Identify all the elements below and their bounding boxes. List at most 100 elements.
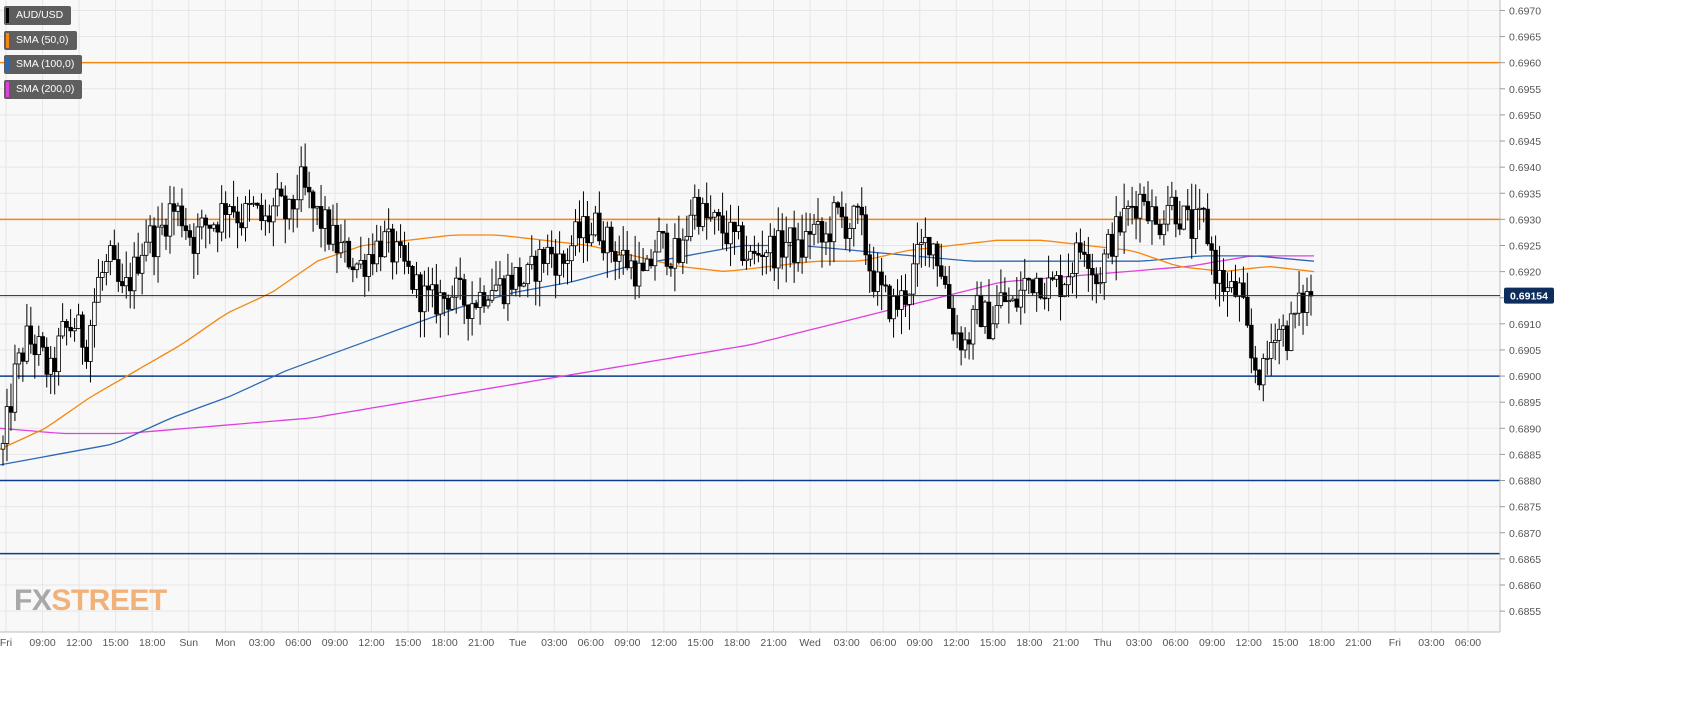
candle bbox=[271, 197, 276, 247]
candle-body bbox=[223, 203, 228, 215]
candle-body bbox=[823, 233, 829, 243]
candle-body bbox=[1129, 205, 1135, 208]
candle-body bbox=[887, 285, 892, 320]
candle bbox=[1078, 228, 1083, 260]
candle bbox=[1161, 210, 1167, 246]
x-tick-label: Tue bbox=[509, 637, 527, 649]
candle bbox=[915, 222, 920, 287]
candle-body bbox=[402, 245, 407, 262]
x-tick-label: 09:00 bbox=[29, 637, 55, 649]
candle bbox=[950, 295, 956, 341]
candle-body bbox=[815, 221, 821, 225]
candle-body bbox=[740, 225, 745, 262]
candle-body bbox=[199, 217, 204, 228]
candle bbox=[704, 182, 709, 240]
candle-body bbox=[207, 224, 212, 229]
candle-body bbox=[847, 228, 853, 239]
candle bbox=[1276, 318, 1282, 365]
candle-body bbox=[787, 227, 793, 243]
x-tick-label: Fri bbox=[0, 637, 12, 649]
candle bbox=[454, 266, 459, 314]
candle bbox=[1026, 277, 1031, 294]
candle-body bbox=[684, 236, 690, 241]
candle-body bbox=[346, 240, 352, 268]
candle-body bbox=[310, 191, 316, 209]
candle-body bbox=[139, 254, 145, 274]
candle bbox=[1062, 282, 1067, 298]
candle bbox=[143, 219, 149, 262]
candle-body bbox=[382, 231, 387, 258]
candle-body bbox=[88, 325, 93, 362]
candle-body bbox=[1070, 273, 1075, 278]
candle-body bbox=[581, 216, 586, 239]
candle bbox=[887, 283, 892, 323]
candle bbox=[422, 270, 427, 338]
candle-body bbox=[167, 203, 173, 237]
candle bbox=[1030, 279, 1035, 296]
candle-body bbox=[628, 260, 634, 269]
candle bbox=[1273, 323, 1278, 361]
candle bbox=[728, 204, 733, 267]
candle-body bbox=[947, 284, 952, 309]
candle bbox=[831, 196, 837, 263]
x-tick-label: 12:00 bbox=[651, 637, 677, 649]
x-tick-label: 06:00 bbox=[1162, 637, 1188, 649]
candle bbox=[493, 261, 499, 293]
candle-body bbox=[493, 284, 499, 292]
candle bbox=[851, 204, 856, 247]
candle-body bbox=[96, 276, 101, 303]
candle-body bbox=[1006, 300, 1012, 303]
y-tick-label: 0.6910 bbox=[1509, 319, 1541, 331]
candle bbox=[1193, 184, 1198, 254]
candle-body bbox=[1137, 193, 1143, 219]
candle bbox=[1265, 340, 1270, 375]
x-tick-label: 03:00 bbox=[1418, 637, 1444, 649]
current-price-box bbox=[1504, 287, 1554, 304]
candle bbox=[764, 249, 769, 275]
x-tick-label: 12:00 bbox=[1236, 637, 1262, 649]
candle-body bbox=[1030, 279, 1035, 294]
candle bbox=[1225, 272, 1230, 317]
sma-200-line bbox=[0, 255, 1314, 435]
candle-body bbox=[565, 260, 570, 264]
candle bbox=[501, 275, 507, 309]
candle bbox=[306, 171, 312, 209]
x-tick-label: Wed bbox=[799, 637, 821, 649]
candle-body bbox=[935, 243, 940, 267]
candle bbox=[481, 285, 487, 313]
y-tick-label: 0.6955 bbox=[1509, 84, 1541, 96]
candle-body bbox=[8, 406, 14, 413]
candle-body bbox=[891, 295, 896, 320]
candle bbox=[40, 332, 45, 352]
candle bbox=[1292, 312, 1298, 329]
candle-body bbox=[1257, 369, 1262, 386]
x-tick-label: 12:00 bbox=[358, 637, 384, 649]
candle bbox=[589, 222, 594, 247]
candle bbox=[970, 305, 976, 360]
candle-body bbox=[732, 221, 737, 233]
candle-body bbox=[406, 260, 411, 267]
candle-body bbox=[1265, 357, 1270, 360]
candle-body bbox=[601, 240, 606, 254]
candle-body bbox=[569, 245, 574, 262]
candle-body bbox=[4, 406, 10, 444]
candle-body bbox=[16, 352, 22, 365]
candle-body bbox=[267, 215, 272, 223]
candle-body bbox=[1074, 242, 1079, 274]
candle-body bbox=[1121, 208, 1127, 233]
legend-item-audusd[interactable]: AUD/USD bbox=[4, 6, 72, 25]
legend-item-sma-100[interactable]: SMA (100,0) bbox=[4, 55, 83, 74]
candle-body bbox=[179, 205, 185, 227]
candle bbox=[883, 275, 888, 293]
legend-label: AUD/USD bbox=[16, 9, 64, 21]
candle bbox=[1074, 232, 1079, 299]
legend-item-sma-50[interactable]: SMA (50,0) bbox=[4, 31, 77, 50]
candle-body bbox=[986, 301, 992, 340]
legend-swatch bbox=[6, 33, 9, 48]
candle-body bbox=[430, 284, 435, 291]
candle bbox=[461, 273, 467, 325]
legend-item-sma-200[interactable]: SMA (200,0) bbox=[4, 80, 83, 99]
candle-body bbox=[36, 336, 41, 356]
candle-body bbox=[326, 209, 332, 245]
y-tick-label: 0.6970 bbox=[1509, 5, 1541, 17]
